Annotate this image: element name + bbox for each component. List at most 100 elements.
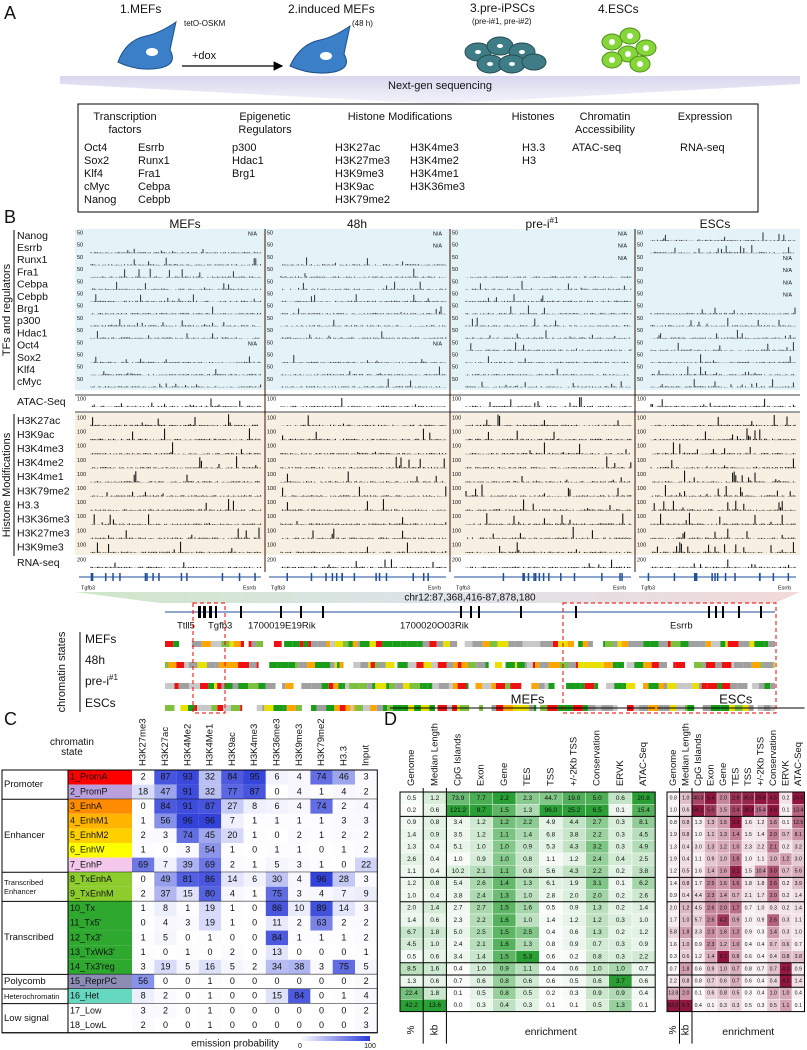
exon xyxy=(575,606,577,618)
signal-track xyxy=(465,513,632,525)
column-header: H3K9ac xyxy=(227,732,238,766)
state-segment xyxy=(676,683,687,689)
state-segment xyxy=(280,662,289,668)
enrichment-value: 0.6 xyxy=(430,807,439,814)
table-item: RNA-seq xyxy=(680,142,725,154)
state-segment xyxy=(711,641,721,647)
state-segment xyxy=(400,641,408,647)
enrichment-value: 4.0 xyxy=(782,966,789,972)
state-segment xyxy=(228,662,239,668)
signal-track xyxy=(280,268,447,278)
emission-cell xyxy=(332,959,355,975)
exon xyxy=(385,573,388,581)
enrichment-value: 0.2 xyxy=(569,953,578,960)
track-scale: 100 xyxy=(452,528,461,534)
emission-cell xyxy=(332,799,355,814)
emission-cell xyxy=(243,1018,266,1033)
emission-value: 0 xyxy=(319,976,324,986)
track-scale: 100 xyxy=(637,500,646,506)
state-segment xyxy=(521,683,532,689)
emission-cell xyxy=(221,813,244,829)
enrichment-value: 1.6 xyxy=(732,881,739,887)
emission-cell xyxy=(355,1018,378,1033)
step-label: 1.MEFs xyxy=(120,2,161,16)
exon xyxy=(502,573,505,581)
enrichment-value: 1.0 xyxy=(477,966,486,973)
step-note: (48 h) xyxy=(352,19,373,28)
block-title: ESCs xyxy=(719,691,753,706)
enrichment-value: 0.2 xyxy=(616,905,625,912)
state-segment xyxy=(488,662,495,668)
na-label: N/A xyxy=(783,256,793,262)
enrichment-value: 1.0 xyxy=(500,844,509,851)
state-segment xyxy=(298,662,308,668)
state-segment xyxy=(475,683,483,689)
state-segment xyxy=(699,641,706,647)
table-item: Fra1 xyxy=(138,168,161,180)
track-scale: 100 xyxy=(452,415,461,421)
track-scale: 100 xyxy=(77,472,86,478)
enrichment-value: 4.3 xyxy=(569,844,578,851)
emission-cell xyxy=(176,945,199,960)
enrichment-value: 0.8 xyxy=(593,953,602,960)
emission-cell xyxy=(355,799,378,814)
state-segment xyxy=(317,641,327,647)
emission-cell xyxy=(265,974,289,989)
state-segment xyxy=(423,662,432,668)
table-item: ATAC-seq xyxy=(572,142,621,154)
track-scale: 100 xyxy=(77,528,86,534)
enrichment-value: 5.4 xyxy=(453,880,462,887)
state-segment xyxy=(385,662,395,668)
state-swatch xyxy=(68,930,132,946)
enrichment-value: 0.6 xyxy=(695,966,702,972)
signal-track xyxy=(280,542,447,553)
emission-cell xyxy=(176,916,199,931)
track-scale: 50 xyxy=(452,304,458,310)
legend-min: 0 xyxy=(298,1043,302,1050)
enrichment-value: 2.7 xyxy=(593,819,602,826)
emission-cell xyxy=(176,930,199,946)
emission-value: 96 xyxy=(183,815,193,825)
emission-cell xyxy=(265,1018,289,1033)
enrichment-value: 2.1 xyxy=(477,868,486,875)
enrichment-value: 0.6 xyxy=(720,978,727,984)
enrichment-value: 0.4 xyxy=(695,1003,702,1009)
emission-value: 0 xyxy=(319,845,324,855)
emission-value: 3 xyxy=(341,815,346,825)
enrichment-value: 1.1 xyxy=(757,856,764,862)
track-label: H3K27me3 xyxy=(17,528,70,540)
emission-cell xyxy=(154,959,177,975)
emission-value: 91 xyxy=(183,786,193,796)
enrichment-value: 8.5 xyxy=(407,966,416,973)
track-label: Hdac1 xyxy=(17,327,48,339)
state-segment xyxy=(680,641,689,647)
track-scale: 50 xyxy=(267,230,273,236)
emission-value: 0 xyxy=(274,1005,279,1015)
emission-cell xyxy=(198,770,222,785)
exon xyxy=(152,573,154,581)
track-scale: 50 xyxy=(637,230,643,236)
emission-cell xyxy=(198,916,222,931)
track-scale: 50 xyxy=(77,243,83,249)
emission-cell xyxy=(332,930,355,946)
emission-value: 5 xyxy=(274,859,279,869)
emission-value: 0 xyxy=(297,1005,302,1015)
enrichment-value: 0.7 xyxy=(782,832,789,838)
enrichment-value: 0.9 xyxy=(500,966,509,973)
state-segment xyxy=(283,705,287,711)
enrichment-value: 2.2 xyxy=(477,917,486,924)
emission-cell xyxy=(310,872,333,887)
emission-value: 75 xyxy=(272,888,282,898)
enrichment-value: 2.0 xyxy=(593,892,602,899)
emission-cell xyxy=(310,886,333,902)
track-scale: 100 xyxy=(637,528,646,534)
emission-cell xyxy=(332,784,355,800)
state-segment xyxy=(592,641,604,647)
enrichment-value: 2.0 xyxy=(770,893,777,899)
state-segment xyxy=(522,641,532,647)
signal-track xyxy=(90,456,262,469)
track-scale: 50 xyxy=(77,377,83,383)
emission-cell xyxy=(154,901,177,916)
enrichment-value: 13.8 xyxy=(668,991,678,997)
state-swatch xyxy=(68,945,132,960)
